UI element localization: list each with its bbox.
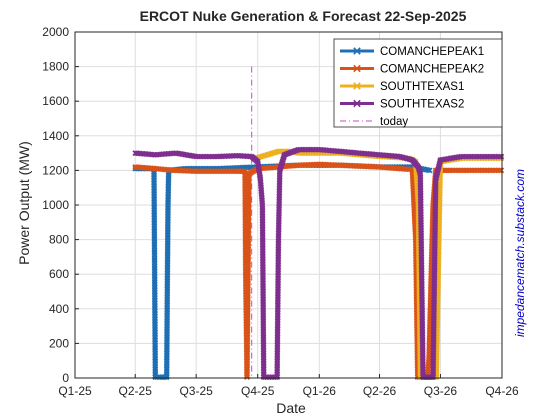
legend-label: SOUTHTEXAS1 <box>380 81 464 93</box>
legend-label: SOUTHTEXAS2 <box>380 99 464 111</box>
legend-item-southtexas1: SOUTHTEXAS1 <box>340 81 464 93</box>
series-markers <box>132 162 433 381</box>
y-tick-label: 1000 <box>42 198 69 212</box>
legend: COMANCHEPEAK1 COMANCHEPEAK2 SOUTHTEXAS1 SOU… <box>333 38 503 128</box>
x-axis-label: Date <box>276 400 306 416</box>
legend-item-today: today <box>340 116 408 128</box>
x-tick-label: Q4-25 <box>241 384 275 398</box>
y-tick-label: 0 <box>62 371 69 385</box>
series-line <box>135 163 431 379</box>
y-tick-label: 2000 <box>42 25 69 39</box>
legend-item-southtexas2: SOUTHTEXAS2 <box>340 99 464 111</box>
series-comanchepeak2 <box>132 161 505 381</box>
x-tick-label: Q3-25 <box>179 384 213 398</box>
legend-label: today <box>380 116 408 128</box>
legend-label: COMANCHEPEAK1 <box>380 46 484 58</box>
x-tick-label: Q2-25 <box>119 384 153 398</box>
legend-label: COMANCHEPEAK2 <box>380 64 484 76</box>
y-tick-label: 1600 <box>42 94 69 108</box>
x-tick-label: Q4-26 <box>485 384 519 398</box>
series-markers <box>132 161 505 381</box>
series-line <box>135 162 502 379</box>
x-tick-label: Q2-26 <box>363 384 397 398</box>
series-markers <box>252 148 505 381</box>
legend-item-comanchepeak2: COMANCHEPEAK2 <box>340 64 484 76</box>
series-southtexas1 <box>252 148 505 381</box>
series-markers <box>132 146 505 381</box>
legend-item-comanchepeak1: COMANCHEPEAK1 <box>340 46 484 58</box>
y-tick-label: 1800 <box>42 60 69 74</box>
series-southtexas2 <box>132 146 505 381</box>
y-tick-label: 1400 <box>42 129 69 143</box>
chart-title: ERCOT Nuke Generation & Forecast 22-Sep-… <box>140 8 467 24</box>
legend-box <box>333 38 503 128</box>
y-tick-label: 800 <box>49 233 69 247</box>
x-tick-label: Q3-26 <box>424 384 458 398</box>
tick-labels: 0 200 400 600 800 1000 1200 1400 1600 1800 2000 Q1-… <box>42 25 519 398</box>
watermark-annotation: impedancematch.substack.com <box>513 169 527 337</box>
x-tick-label: Q1-25 <box>58 384 92 398</box>
series-layer <box>132 146 505 381</box>
y-tick-label: 1200 <box>42 163 69 177</box>
y-tick-label: 600 <box>49 267 69 281</box>
y-tick-label: 400 <box>49 302 69 316</box>
y-axis-label: Power Output (MW) <box>16 141 32 265</box>
y-tick-label: 200 <box>49 336 69 350</box>
series-comanchepeak1 <box>132 162 433 381</box>
x-tick-label: Q1-26 <box>303 384 337 398</box>
